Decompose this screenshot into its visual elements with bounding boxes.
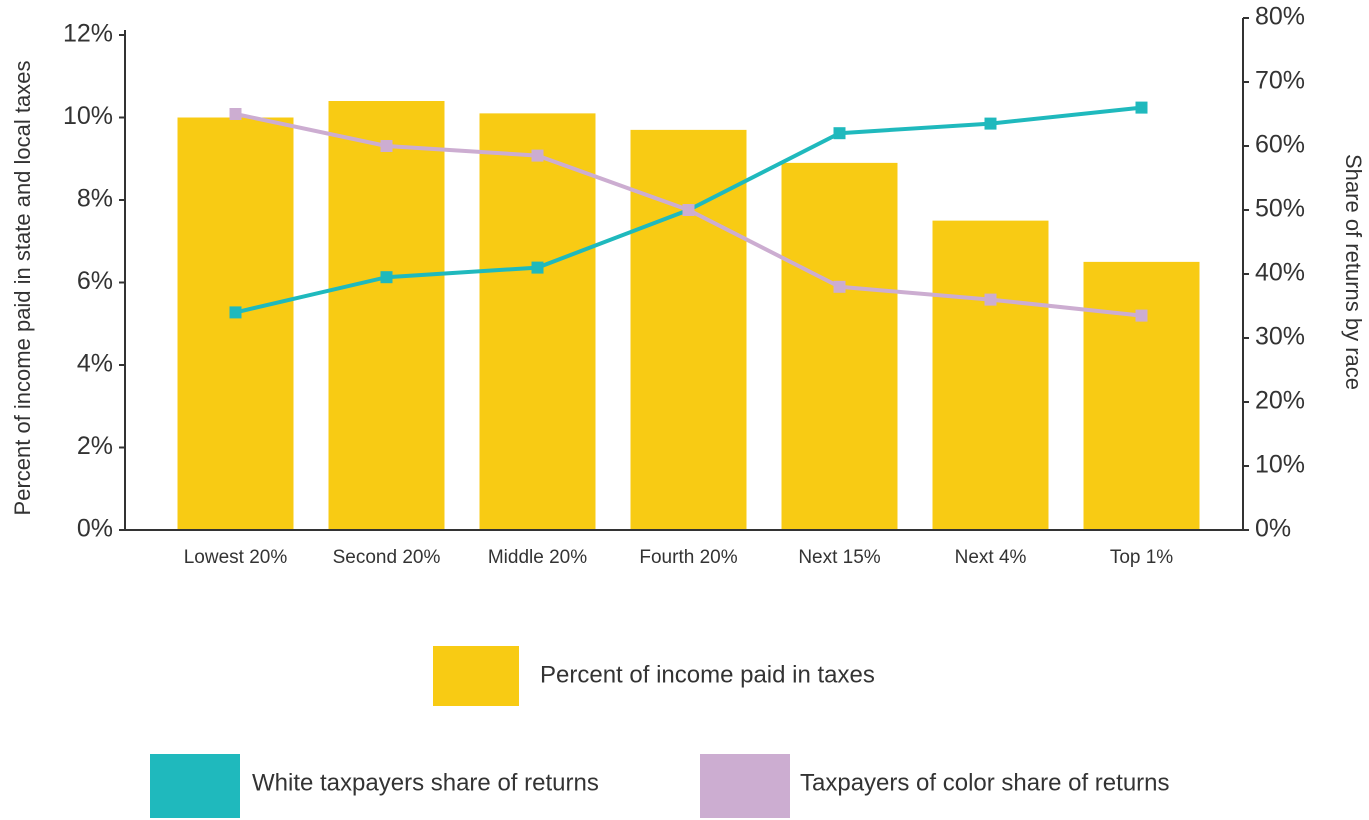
y2-tick-label: 10% bbox=[1255, 451, 1305, 479]
marker bbox=[531, 261, 544, 274]
y-tick-label: 2% bbox=[77, 432, 113, 460]
bar bbox=[781, 162, 898, 530]
x-tick-label: Top 1% bbox=[1110, 547, 1173, 568]
y-axis-title: Percent of income paid in state and loca… bbox=[10, 61, 35, 516]
x-tick-label: Second 20% bbox=[333, 547, 441, 568]
legend-label: White taxpayers share of returns bbox=[252, 769, 599, 796]
y2-tick-label: 50% bbox=[1255, 195, 1305, 223]
marker bbox=[380, 140, 393, 152]
marker bbox=[833, 280, 846, 293]
marker bbox=[984, 117, 997, 130]
y-tick-label: 0% bbox=[77, 515, 113, 543]
y2-tick-label: 60% bbox=[1255, 131, 1305, 159]
marker bbox=[531, 149, 544, 162]
marker bbox=[1135, 101, 1148, 114]
x-tick-label: Middle 20% bbox=[488, 547, 587, 568]
x-tick-label: Lowest 20% bbox=[184, 547, 288, 568]
marker bbox=[229, 306, 242, 319]
bar bbox=[932, 220, 1049, 530]
y2-tick-label: 40% bbox=[1255, 259, 1305, 287]
bar bbox=[177, 117, 294, 530]
x-tick-label: Next 15% bbox=[798, 547, 880, 568]
x-tick-label: Fourth 20% bbox=[639, 547, 737, 568]
y-tick-label: 12% bbox=[63, 20, 113, 48]
marker bbox=[1135, 309, 1148, 322]
bar bbox=[328, 101, 445, 530]
marker bbox=[380, 271, 393, 284]
y-tick-label: 10% bbox=[63, 102, 113, 130]
bar bbox=[479, 113, 596, 530]
legend-swatch bbox=[700, 754, 790, 818]
y-tick-label: 8% bbox=[77, 185, 113, 213]
legend-swatch bbox=[433, 646, 519, 706]
y2-tick-label: 0% bbox=[1255, 515, 1291, 543]
marker bbox=[984, 293, 997, 306]
y2-axis-title: Share of returns by race bbox=[1341, 154, 1366, 390]
bar bbox=[1083, 261, 1200, 530]
legend-swatch bbox=[150, 754, 240, 818]
y-tick-label: 6% bbox=[77, 267, 113, 295]
legend-label: Percent of income paid in taxes bbox=[540, 661, 875, 688]
y-tick-label: 4% bbox=[77, 350, 113, 378]
y2-tick-label: 80% bbox=[1255, 3, 1305, 31]
marker bbox=[833, 127, 846, 140]
marker bbox=[229, 108, 242, 120]
legend-label: Taxpayers of color share of returns bbox=[800, 769, 1170, 796]
y2-tick-label: 30% bbox=[1255, 323, 1305, 351]
marker bbox=[682, 204, 695, 216]
x-tick-label: Next 4% bbox=[955, 547, 1027, 568]
y2-tick-label: 20% bbox=[1255, 387, 1305, 415]
y2-tick-label: 70% bbox=[1255, 67, 1305, 95]
